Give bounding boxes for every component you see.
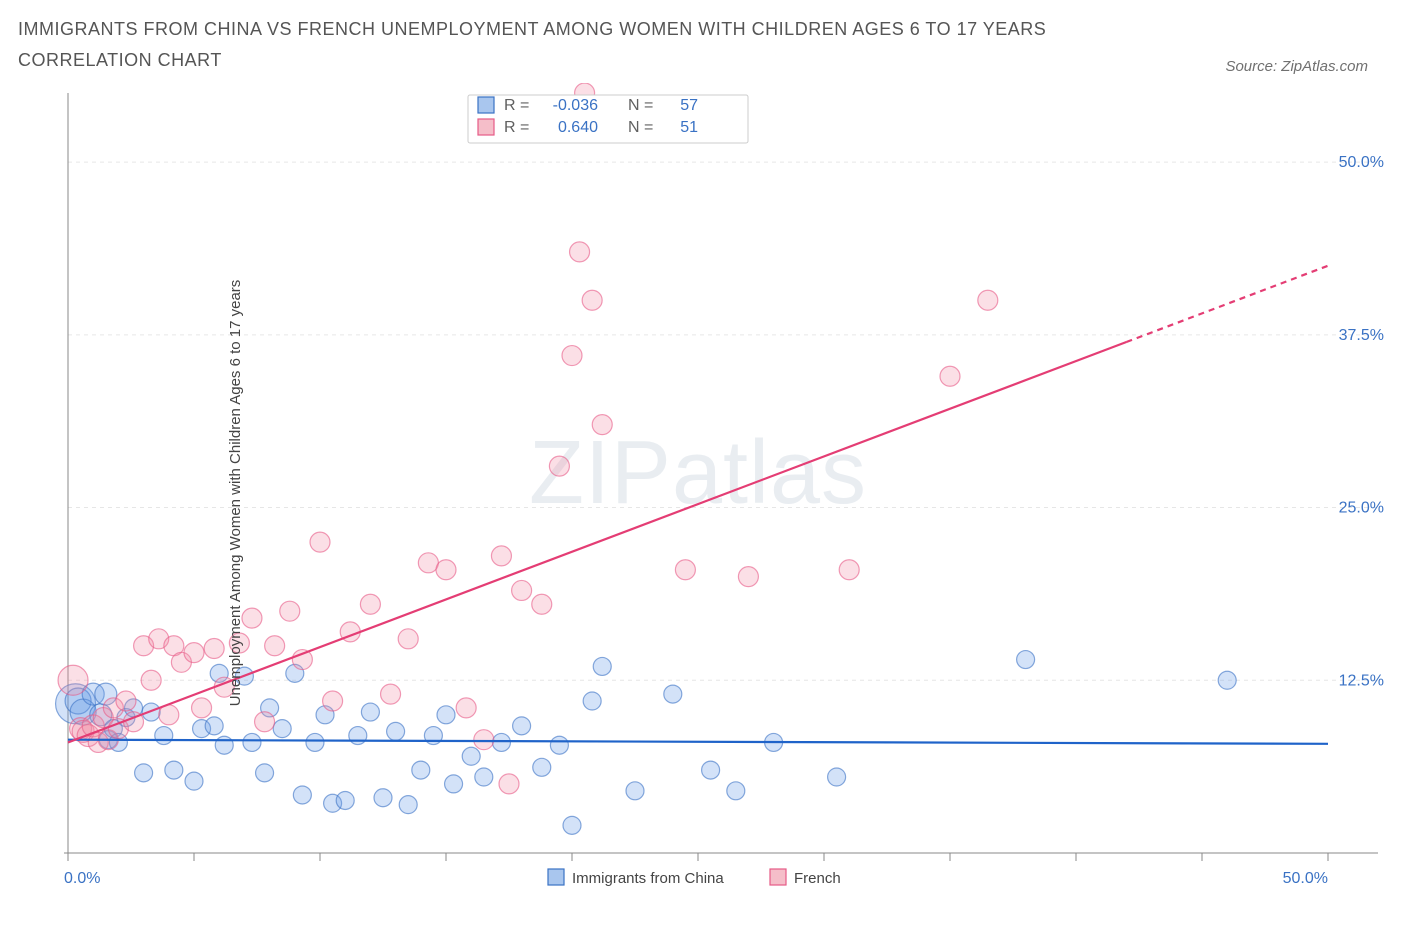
data-point [492,734,510,752]
svg-text:57: 57 [680,97,698,114]
y-tick-label: 12.5% [1339,672,1384,689]
legend-label: French [794,870,841,887]
data-point [549,456,569,476]
y-axis-label: Unemployment Among Women with Children A… [227,280,244,707]
data-point [242,608,262,628]
data-point [399,796,417,814]
data-point [940,366,960,386]
svg-text:N =: N = [628,119,653,136]
data-point [593,658,611,676]
data-point [563,817,581,835]
data-point [626,782,644,800]
data-point [532,594,552,614]
data-point [437,706,455,724]
data-point [381,684,401,704]
data-point [491,546,511,566]
data-point [204,639,224,659]
data-point [116,691,136,711]
data-point [293,786,311,804]
data-point [374,789,392,807]
data-point [456,698,476,718]
x-tick-label: 0.0% [64,870,100,887]
series-legend: Immigrants from China French [548,869,841,887]
data-point [533,759,551,777]
svg-text:R =: R = [504,97,529,114]
data-point [336,792,354,810]
data-point [155,727,173,745]
data-point [135,764,153,782]
data-point [398,629,418,649]
data-point [978,290,998,310]
data-point [292,650,312,670]
svg-text:R =: R = [504,119,529,136]
legend-label: Immigrants from China [572,870,724,887]
data-point [512,581,532,601]
data-point [185,772,203,790]
data-point [513,717,531,735]
data-point [280,601,300,621]
data-point [828,768,846,786]
x-tick-label: 50.0% [1283,870,1328,887]
data-point [445,775,463,793]
data-point [205,717,223,735]
data-point [310,532,330,552]
data-point [265,636,285,656]
data-point [192,698,212,718]
data-point [306,734,324,752]
data-point [361,703,379,721]
svg-text:N =: N = [628,97,653,114]
data-point [675,560,695,580]
data-point [664,685,682,703]
chart-container: Unemployment Among Women with Children A… [18,83,1388,903]
data-point [387,723,405,741]
legend-swatch [478,97,494,113]
data-point [243,734,261,752]
data-point [738,567,758,587]
data-point [165,761,183,779]
legend-swatch [770,869,786,885]
data-point [184,643,204,663]
data-point [592,415,612,435]
data-point [499,774,519,794]
data-point [474,730,494,750]
y-tick-label: 37.5% [1339,327,1384,344]
data-point [475,768,493,786]
data-point [583,692,601,710]
chart-title: IMMIGRANTS FROM CHINA VS FRENCH UNEMPLOY… [18,14,1138,75]
data-point [349,727,367,745]
data-point [58,665,88,695]
correlation-legend: R = -0.036 N = 57 R = 0.640 N = 51 [468,95,748,143]
data-point [727,782,745,800]
y-tick-label: 50.0% [1339,154,1384,171]
data-point [323,691,343,711]
data-point [1017,651,1035,669]
data-point [550,736,568,754]
legend-swatch [478,119,494,135]
data-point [570,242,590,262]
y-tick-label: 25.0% [1339,500,1384,517]
data-point [255,712,275,732]
data-point [562,346,582,366]
data-point [462,747,480,765]
data-point [582,290,602,310]
legend-swatch [548,869,564,885]
data-point [418,553,438,573]
svg-text:51: 51 [680,119,698,136]
trend-line-dashed [1126,266,1328,342]
data-point [839,560,859,580]
data-point [141,670,161,690]
data-point [273,720,291,738]
watermark: ZIPatlas [529,423,867,523]
data-point [215,736,233,754]
data-point [412,761,430,779]
svg-text:0.640: 0.640 [558,119,598,136]
data-point [256,764,274,782]
svg-text:-0.036: -0.036 [553,97,598,114]
scatter-chart: 12.5% 25.0% 37.5% 50.0% 0.0% 50.0% ZIPatlas R =… [18,83,1388,903]
data-point [436,560,456,580]
data-point [360,594,380,614]
data-point [702,761,720,779]
source-attribution: Source: ZipAtlas.com [1225,58,1368,75]
data-point [1218,671,1236,689]
